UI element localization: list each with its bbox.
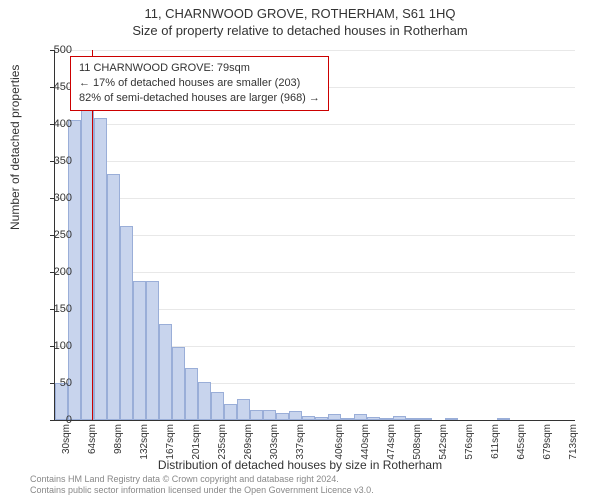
xtick-label: 611sqm (490, 424, 501, 459)
xtick-label: 98sqm (113, 424, 124, 454)
xtick-label: 235sqm (217, 424, 228, 460)
xtick-label: 132sqm (139, 424, 150, 460)
chart-title-main: 11, CHARNWOOD GROVE, ROTHERHAM, S61 1HQ (0, 0, 600, 21)
histogram-bar (315, 417, 328, 420)
gridline (55, 235, 575, 236)
histogram-bar (289, 411, 302, 420)
annotation-line-3: 82% of semi-detached houses are larger (… (79, 91, 320, 106)
xtick-label: 440sqm (360, 424, 371, 460)
gridline (55, 50, 575, 51)
footer-line-1: Contains HM Land Registry data © Crown c… (30, 474, 374, 485)
histogram-bar (354, 414, 367, 420)
ytick-label: 200 (54, 266, 72, 278)
histogram-bar (159, 324, 172, 420)
ytick-mark (50, 420, 55, 421)
x-axis-label: Distribution of detached houses by size … (0, 458, 600, 472)
xtick-label: 406sqm (334, 424, 345, 460)
xtick-label: 337sqm (295, 424, 306, 460)
annotation-line-1: 11 CHARNWOOD GROVE: 79sqm (79, 61, 320, 76)
xtick-label: 167sqm (165, 424, 176, 460)
histogram-bar (237, 399, 250, 420)
gridline (55, 272, 575, 273)
histogram-bar (263, 410, 276, 420)
xtick-label: 201sqm (191, 424, 202, 460)
histogram-bar (276, 413, 289, 420)
gridline (55, 161, 575, 162)
xtick-label: 269sqm (243, 424, 254, 460)
histogram-bar (341, 418, 354, 420)
xtick-label: 542sqm (438, 424, 449, 460)
histogram-bar (120, 226, 133, 420)
histogram-bar (107, 174, 120, 420)
histogram-bar (211, 392, 224, 420)
annotation-box: 11 CHARNWOOD GROVE: 79sqm← 17% of detach… (70, 56, 329, 111)
xtick-label: 474sqm (386, 424, 397, 460)
ytick-label: 350 (54, 155, 72, 167)
histogram-bar (497, 418, 510, 420)
xtick-label: 508sqm (412, 424, 423, 460)
xtick-label: 303sqm (269, 424, 280, 460)
histogram-bar (224, 404, 237, 420)
histogram-bar (328, 414, 341, 420)
ytick-label: 150 (54, 303, 72, 315)
histogram-bar (445, 418, 458, 420)
ytick-label: 300 (54, 192, 72, 204)
xtick-label: 645sqm (516, 424, 527, 460)
histogram-bar (367, 417, 380, 420)
ytick-label: 50 (60, 377, 72, 389)
histogram-bar (393, 416, 406, 420)
chart-title-sub: Size of property relative to detached ho… (0, 21, 600, 38)
histogram-bar (185, 368, 198, 420)
histogram-bar (133, 281, 146, 420)
ytick-label: 500 (54, 44, 72, 56)
annotation-line-2: ← 17% of detached houses are smaller (20… (79, 76, 320, 91)
footer-line-2: Contains public sector information licen… (30, 485, 374, 496)
xtick-label: 576sqm (464, 424, 475, 460)
gridline (55, 124, 575, 125)
histogram-bar (172, 347, 185, 420)
histogram-bar (250, 410, 263, 420)
histogram-bar (419, 418, 432, 420)
histogram-bar (198, 382, 211, 420)
histogram-bar (380, 418, 393, 420)
histogram-bar (406, 418, 419, 420)
ytick-label: 400 (54, 118, 72, 130)
histogram-bar (302, 416, 315, 420)
xtick-label: 64sqm (87, 424, 98, 454)
ytick-label: 100 (54, 340, 72, 352)
xtick-label: 30sqm (61, 424, 72, 454)
y-axis-label: Number of detached properties (8, 65, 22, 230)
footer-attribution: Contains HM Land Registry data © Crown c… (30, 474, 374, 496)
xtick-label: 713sqm (568, 424, 579, 460)
gridline (55, 198, 575, 199)
histogram-bar (146, 281, 159, 420)
xtick-label: 679sqm (542, 424, 553, 460)
histogram-bar (94, 118, 107, 420)
ytick-label: 250 (54, 229, 72, 241)
